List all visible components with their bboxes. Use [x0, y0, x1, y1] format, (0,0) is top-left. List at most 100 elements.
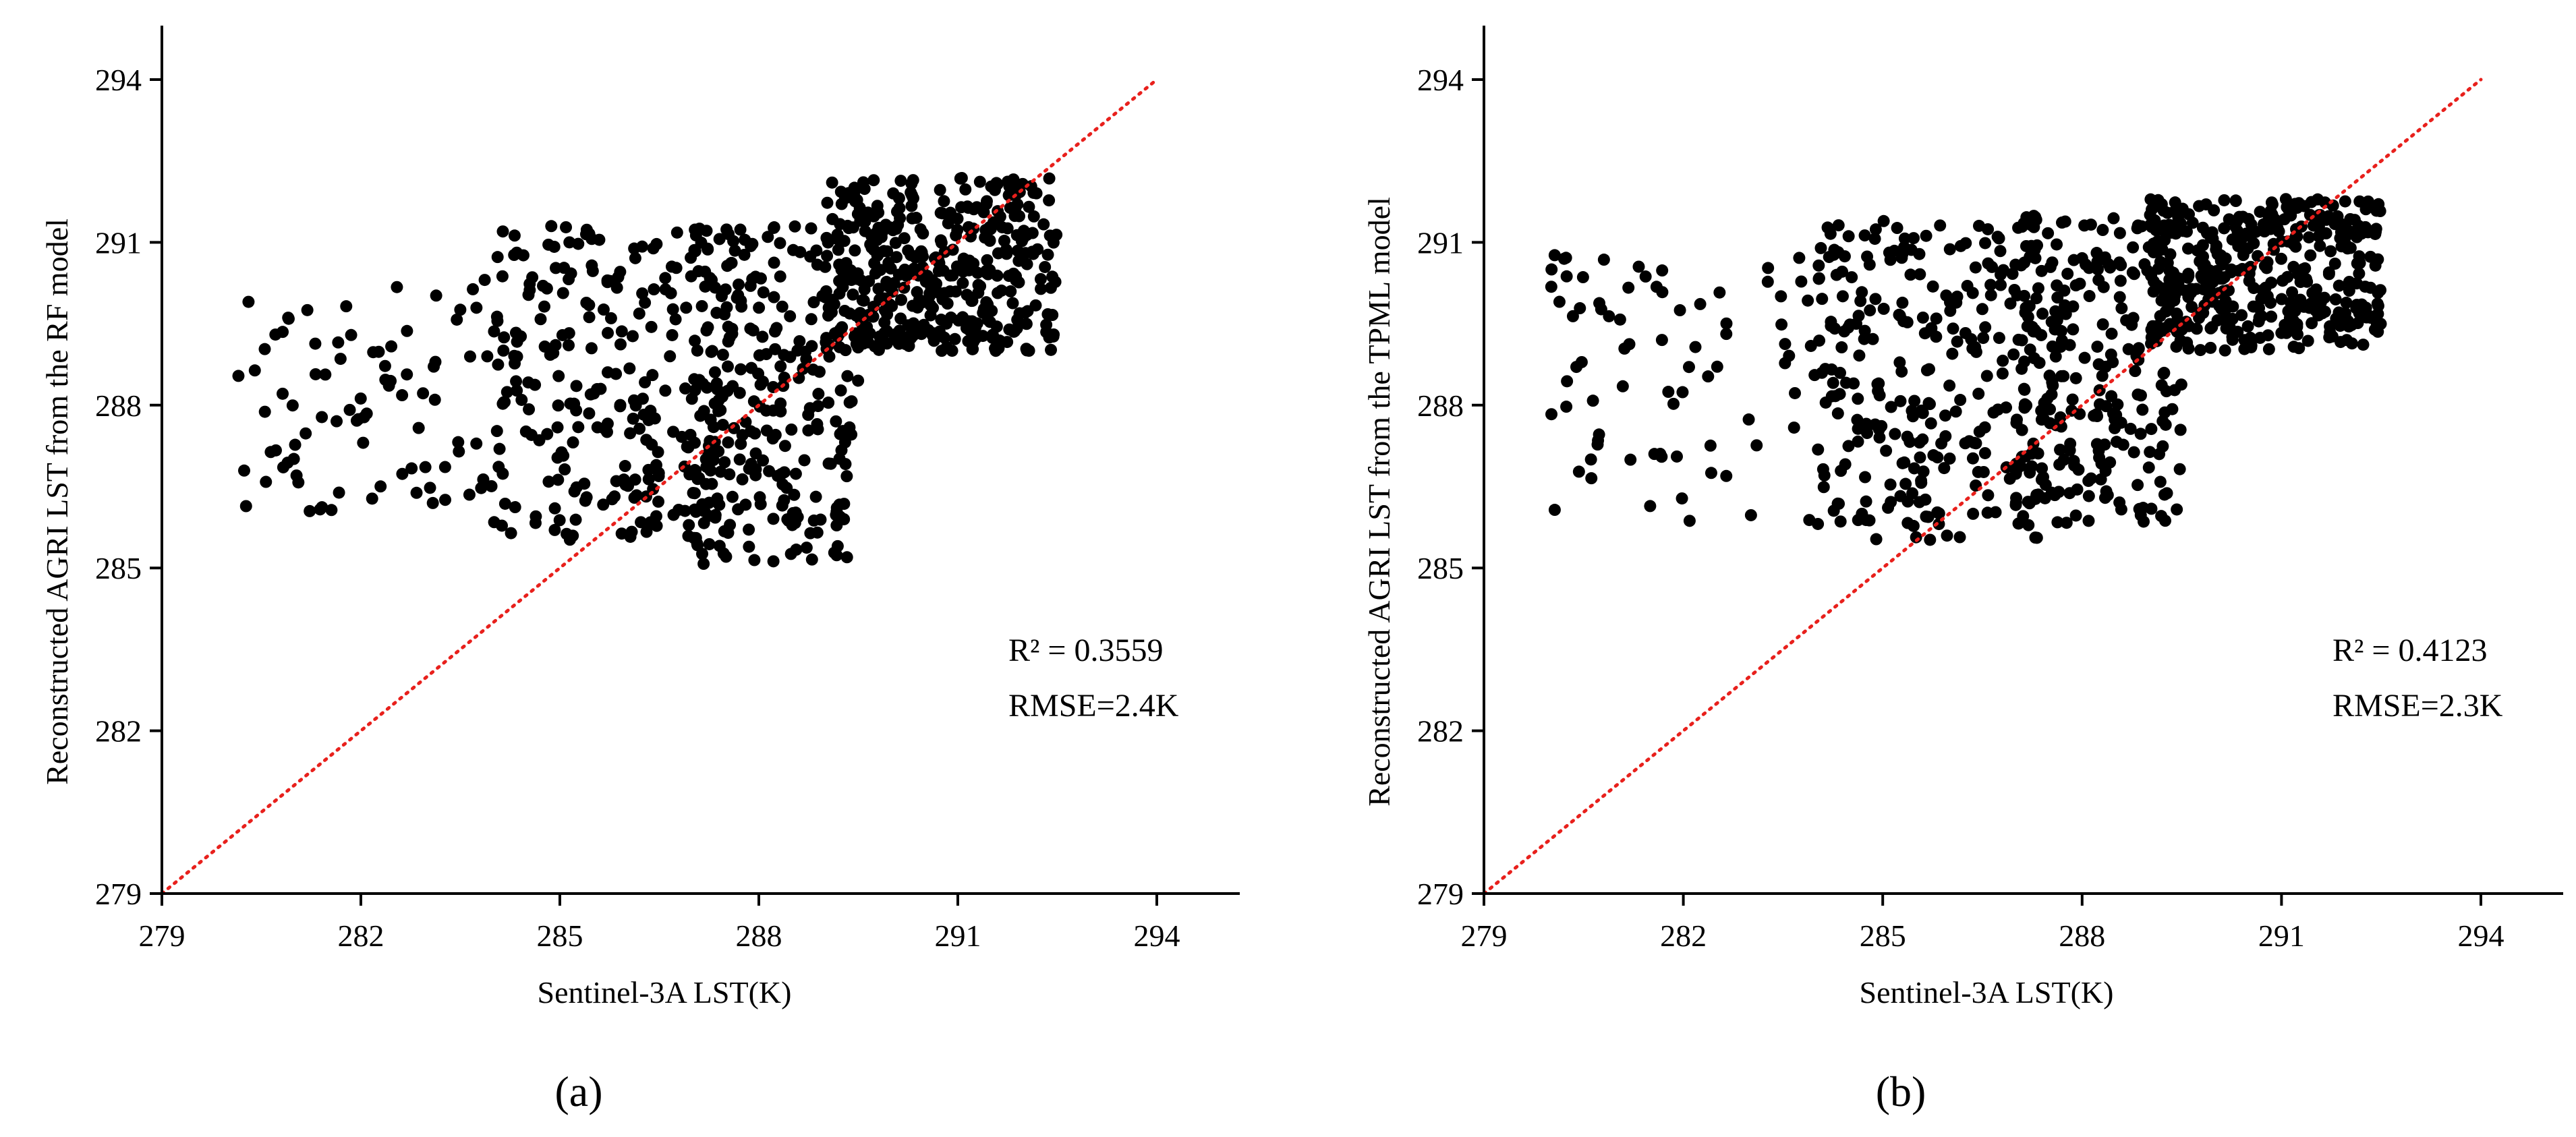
scatter-point — [289, 438, 302, 451]
scatter-point — [830, 415, 842, 428]
scatter-point — [430, 289, 442, 302]
scatter-point — [2132, 342, 2145, 355]
scatter-point — [973, 175, 986, 188]
scatter-point — [232, 370, 245, 382]
scatter-point — [2099, 465, 2112, 477]
panel-a-y-ticks: 279 282 285 288 291 294 — [95, 63, 162, 911]
scatter-point — [754, 498, 767, 511]
scatter-point — [1597, 254, 1610, 266]
scatter-point — [981, 254, 994, 266]
scatter-point — [869, 227, 882, 239]
scatter-point — [1017, 225, 1030, 237]
scatter-point — [805, 553, 818, 566]
scatter-point — [1873, 431, 1886, 444]
scatter-point — [2015, 259, 2028, 272]
scatter-point — [570, 380, 583, 392]
panel-b-x-tick-label: 282 — [1660, 919, 1707, 953]
scatter-point — [769, 343, 782, 355]
scatter-point — [325, 504, 338, 517]
scatter-point — [739, 233, 751, 246]
scatter-point — [551, 451, 564, 464]
panel-b-x-tick-label: 288 — [2059, 919, 2105, 953]
scatter-point — [2046, 256, 2059, 269]
scatter-point — [2226, 312, 2239, 325]
scatter-point — [2088, 409, 2100, 422]
scatter-point — [645, 320, 658, 333]
scatter-point — [1775, 290, 1787, 303]
scatter-point — [1889, 428, 1901, 440]
scatter-point — [619, 460, 631, 473]
scatter-point — [2172, 214, 2185, 227]
scatter-point — [925, 281, 938, 294]
scatter-point — [1742, 413, 1755, 426]
scatter-point — [2158, 366, 2171, 379]
scatter-point — [2155, 294, 2168, 307]
scatter-point — [2330, 312, 2343, 325]
scatter-point — [534, 313, 547, 326]
scatter-point — [696, 498, 709, 511]
scatter-point — [2171, 503, 2183, 516]
scatter-point — [1869, 293, 1882, 305]
scatter-point — [428, 393, 441, 406]
scatter-point — [470, 301, 483, 314]
scatter-point — [1667, 397, 1680, 410]
scatter-point — [786, 243, 799, 256]
scatter-point — [511, 246, 523, 259]
scatter-point — [721, 384, 734, 397]
scatter-point — [1744, 508, 1757, 521]
scatter-point — [856, 318, 869, 330]
scatter-point — [640, 525, 653, 538]
scatter-point — [716, 349, 729, 361]
scatter-point — [848, 330, 861, 343]
panel-a-x-tick-label: 282 — [338, 919, 384, 953]
scatter-point — [548, 523, 561, 536]
scatter-point — [583, 311, 596, 324]
scatter-point — [1037, 218, 1050, 231]
scatter-point — [1861, 250, 1874, 263]
scatter-point — [492, 358, 505, 371]
panel-b-reference-line — [1482, 78, 2483, 896]
scatter-point — [1944, 304, 1957, 317]
scatter-point — [857, 294, 870, 307]
scatter-point — [689, 245, 702, 258]
scatter-point — [2219, 295, 2232, 308]
scatter-point — [1984, 289, 1997, 301]
scatter-point — [2280, 326, 2293, 339]
scatter-point — [553, 514, 566, 527]
scatter-point — [417, 387, 430, 400]
scatter-point — [642, 473, 655, 486]
scatter-point — [597, 498, 610, 511]
scatter-point — [1920, 229, 1933, 242]
scatter-point — [2160, 385, 2173, 398]
scatter-point — [2305, 301, 2318, 314]
scatter-point — [1838, 325, 1851, 338]
scatter-point — [563, 236, 576, 249]
scatter-point — [1827, 376, 1839, 389]
scatter-point — [2185, 301, 2198, 314]
scatter-point — [1924, 533, 1937, 546]
scatter-point — [2182, 268, 2195, 281]
scatter-point — [2137, 515, 2150, 528]
scatter-point — [1644, 500, 1657, 513]
scatter-point — [757, 454, 770, 467]
scatter-point — [2359, 221, 2372, 233]
scatter-point — [916, 261, 929, 274]
scatter-point — [519, 425, 532, 438]
scatter-point — [1995, 268, 2007, 281]
scatter-point — [2061, 267, 2074, 280]
scatter-point — [2115, 503, 2127, 516]
scatter-point — [915, 246, 928, 259]
scatter-point — [753, 349, 766, 361]
scatter-point — [1689, 341, 1702, 353]
scatter-point — [258, 343, 271, 355]
panel-a-x-tick-label: 285 — [537, 919, 583, 953]
scatter-point — [705, 345, 718, 358]
scatter-point — [1941, 529, 1953, 542]
scatter-point — [563, 533, 576, 546]
scatter-point — [646, 369, 659, 382]
scatter-point — [529, 510, 542, 523]
scatter-point — [2313, 229, 2326, 241]
scatter-point — [749, 270, 762, 283]
scatter-point — [1836, 265, 1849, 278]
scatter-point — [2262, 343, 2275, 355]
